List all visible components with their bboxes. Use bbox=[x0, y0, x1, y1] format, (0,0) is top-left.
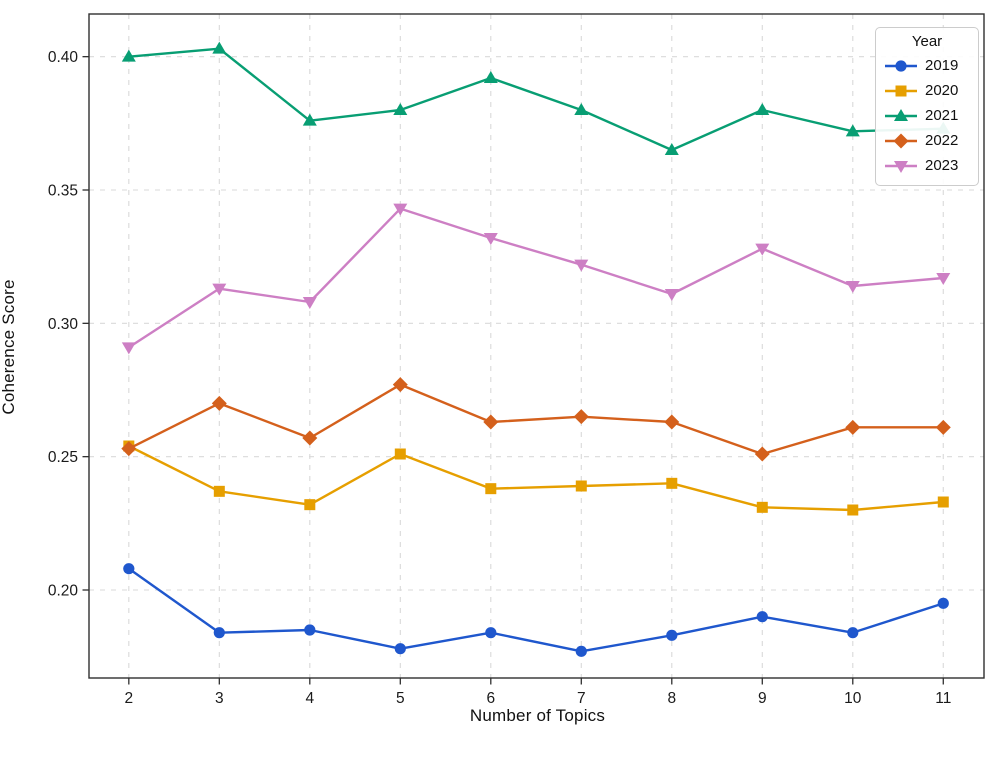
series-2021 bbox=[121, 41, 951, 155]
y-tick-label: 0.30 bbox=[48, 316, 79, 333]
circle-swatch-icon bbox=[885, 59, 917, 72]
series-2019 bbox=[123, 563, 949, 657]
legend-item-2020: 2020 bbox=[884, 78, 970, 103]
legend-item-label: 2019 bbox=[925, 57, 959, 74]
triangle-up-swatch-icon bbox=[885, 108, 917, 121]
legend-item-label: 2023 bbox=[925, 157, 959, 174]
series-2022 bbox=[121, 377, 951, 462]
x-tick-label: 10 bbox=[844, 690, 862, 707]
x-tick-label: 8 bbox=[667, 690, 676, 707]
x-tick-label: 7 bbox=[577, 690, 586, 707]
legend-item-label: 2020 bbox=[925, 82, 959, 99]
series-2023 bbox=[121, 203, 951, 355]
x-tick-label: 3 bbox=[215, 690, 224, 707]
legend-item-label: 2021 bbox=[925, 107, 959, 124]
y-tick-label: 0.35 bbox=[48, 183, 78, 200]
series-2020 bbox=[123, 440, 949, 516]
plot-border bbox=[88, 13, 985, 679]
legend-item-2019: 2019 bbox=[884, 53, 970, 78]
legend-item-2021: 2021 bbox=[884, 103, 970, 128]
x-tick-label: 2 bbox=[125, 690, 134, 707]
x-tick-label: 6 bbox=[486, 690, 495, 707]
triangle-down-swatch-icon bbox=[885, 160, 917, 173]
x-tick-label: 9 bbox=[758, 690, 767, 707]
x-axis-label-wrap: Number of Topics bbox=[0, 706, 1000, 726]
square-swatch-icon bbox=[885, 85, 917, 96]
legend-item-2023: 2023 bbox=[884, 153, 970, 178]
legend: Year 2019 2020 2021 2022 2023 bbox=[875, 27, 979, 186]
axis-ticks bbox=[82, 56, 944, 685]
y-tick-label: 0.40 bbox=[48, 49, 79, 66]
x-tick-label: 4 bbox=[305, 690, 314, 707]
x-tick-label: 11 bbox=[935, 690, 951, 707]
diamond-swatch-icon bbox=[885, 133, 917, 148]
x-tick-label: 5 bbox=[396, 690, 405, 707]
legend-item-label: 2022 bbox=[925, 132, 959, 149]
y-tick-label: 0.25 bbox=[48, 449, 78, 466]
x-axis-label: Number of Topics bbox=[469, 706, 606, 725]
legend-item-2022: 2022 bbox=[884, 128, 970, 153]
legend-title: Year bbox=[911, 33, 943, 50]
legend-items: 2019 2020 2021 2022 2023 bbox=[884, 53, 970, 178]
gridlines bbox=[89, 14, 984, 678]
y-axis-label: Coherence Score bbox=[0, 279, 18, 415]
tick-labels: 2 3 4 5 6 7 8 9 10 11 0.20 0.25 0.30 0.35 0.40 bbox=[48, 49, 951, 707]
y-tick-label: 0.20 bbox=[48, 583, 79, 600]
